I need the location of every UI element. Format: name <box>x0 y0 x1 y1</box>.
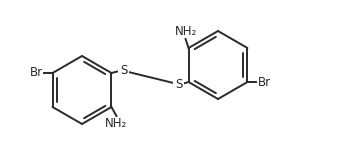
Text: S: S <box>175 79 182 91</box>
Text: Br: Br <box>258 76 271 89</box>
Text: S: S <box>120 63 127 76</box>
Text: NH₂: NH₂ <box>174 25 197 38</box>
Text: NH₂: NH₂ <box>105 117 127 130</box>
Text: Br: Br <box>29 66 43 80</box>
